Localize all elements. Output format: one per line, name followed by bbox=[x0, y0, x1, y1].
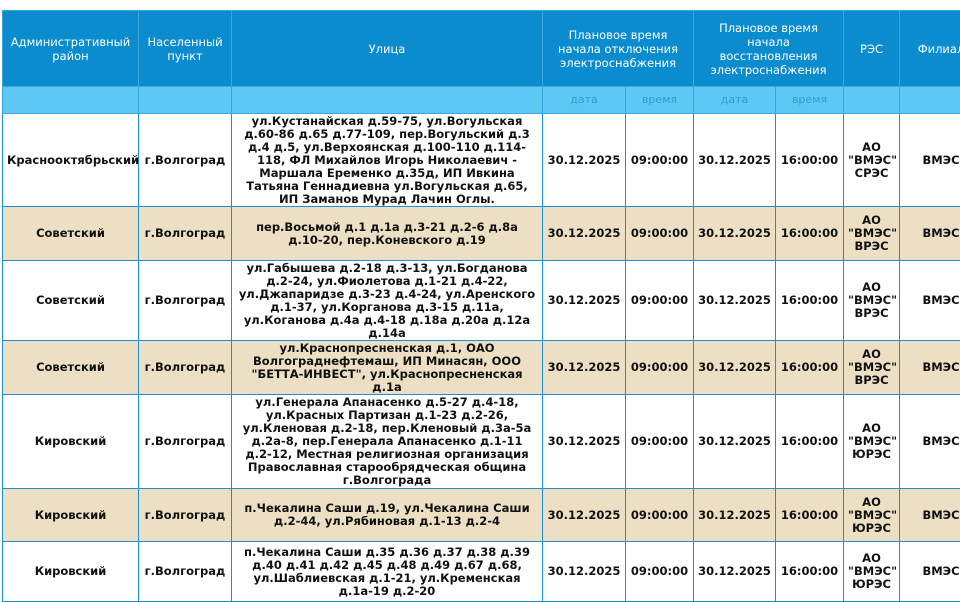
header-branch: Филиал bbox=[900, 11, 960, 87]
street-cell: ул.Краснопресненская д.1, ОАО Волгоградн… bbox=[232, 341, 543, 395]
off-date-cell: 30.12.2025 bbox=[543, 207, 626, 261]
branch-cell: ВМЭС bbox=[900, 489, 960, 542]
locality-cell: г.Волгоград bbox=[139, 395, 232, 489]
locality-cell: г.Волгоград bbox=[139, 114, 232, 207]
res-cell: АО "ВМЭС" ВРЭС bbox=[844, 261, 900, 341]
subheader-empty bbox=[232, 87, 543, 114]
branch-cell: ВМЭС bbox=[900, 114, 960, 207]
subheader-empty bbox=[844, 87, 900, 114]
district-cell: Советский bbox=[3, 341, 139, 395]
res-cell: АО "ВМЭС" ЮРЭС bbox=[844, 542, 900, 602]
header-row: Административный район Населенный пункт … bbox=[3, 11, 960, 87]
subheader-empty bbox=[139, 87, 232, 114]
off-time-cell: 09:00:00 bbox=[626, 114, 694, 207]
on-date-cell: 30.12.2025 bbox=[694, 489, 776, 542]
off-time-cell: 09:00:00 bbox=[626, 489, 694, 542]
header-on-time: Плановое время начала восстановления эле… bbox=[694, 11, 844, 87]
branch-cell: ВМЭС bbox=[900, 261, 960, 341]
res-cell: АО "ВМЭС" СРЭС bbox=[844, 114, 900, 207]
off-time-cell: 09:00:00 bbox=[626, 542, 694, 602]
off-time-cell: 09:00:00 bbox=[626, 341, 694, 395]
header-district: Административный район bbox=[3, 11, 139, 87]
subheader-empty bbox=[900, 87, 960, 114]
street-cell: ул.Генерала Апанасенко д.5-27 д.4-18, ул… bbox=[232, 395, 543, 489]
off-date-cell: 30.12.2025 bbox=[543, 114, 626, 207]
res-cell: АО "ВМЭС" ВРЭС bbox=[844, 341, 900, 395]
header-off-time: Плановое время начала отключения электро… bbox=[543, 11, 694, 87]
on-time-cell: 16:00:00 bbox=[776, 542, 844, 602]
district-cell: Кировский bbox=[3, 489, 139, 542]
outage-table: Административный район Населенный пункт … bbox=[2, 10, 960, 602]
header-street: Улица bbox=[232, 11, 543, 87]
on-time-cell: 16:00:00 bbox=[776, 395, 844, 489]
street-cell: ул.Кустанайская д.59-75, ул.Вогульская д… bbox=[232, 114, 543, 207]
subheader-row: дата время дата время bbox=[3, 87, 960, 114]
off-time-cell: 09:00:00 bbox=[626, 261, 694, 341]
off-date-cell: 30.12.2025 bbox=[543, 341, 626, 395]
res-cell: АО "ВМЭС" ЮРЭС bbox=[844, 395, 900, 489]
branch-cell: ВМЭС bbox=[900, 207, 960, 261]
off-date-cell: 30.12.2025 bbox=[543, 395, 626, 489]
on-date-cell: 30.12.2025 bbox=[694, 341, 776, 395]
subheader-on-time: время bbox=[776, 87, 844, 114]
street-cell: пер.Восьмой д.1 д.1а д.3-21 д.2-6 д.8а д… bbox=[232, 207, 543, 261]
locality-cell: г.Волгоград bbox=[139, 489, 232, 542]
district-cell: Краснооктябрьский bbox=[3, 114, 139, 207]
locality-cell: г.Волгоград bbox=[139, 542, 232, 602]
header-locality: Населенный пункт bbox=[139, 11, 232, 87]
on-date-cell: 30.12.2025 bbox=[694, 542, 776, 602]
subheader-off-date: дата bbox=[543, 87, 626, 114]
res-cell: АО "ВМЭС" ВРЭС bbox=[844, 207, 900, 261]
branch-cell: ВМЭС bbox=[900, 341, 960, 395]
off-date-cell: 30.12.2025 bbox=[543, 489, 626, 542]
street-cell: ул.Габышева д.2-18 д.3-13, ул.Богданова … bbox=[232, 261, 543, 341]
off-date-cell: 30.12.2025 bbox=[543, 542, 626, 602]
on-time-cell: 16:00:00 bbox=[776, 114, 844, 207]
district-cell: Кировский bbox=[3, 395, 139, 489]
subheader-empty bbox=[3, 87, 139, 114]
on-time-cell: 16:00:00 bbox=[776, 207, 844, 261]
on-date-cell: 30.12.2025 bbox=[694, 261, 776, 341]
locality-cell: г.Волгоград bbox=[139, 207, 232, 261]
off-time-cell: 09:00:00 bbox=[626, 395, 694, 489]
branch-cell: ВМЭС bbox=[900, 395, 960, 489]
district-cell: Кировский bbox=[3, 542, 139, 602]
district-cell: Советский bbox=[3, 261, 139, 341]
street-cell: п.Чекалина Саши д.35 д.36 д.37 д.38 д.39… bbox=[232, 542, 543, 602]
on-time-cell: 16:00:00 bbox=[776, 341, 844, 395]
on-time-cell: 16:00:00 bbox=[776, 261, 844, 341]
subheader-on-date: дата bbox=[694, 87, 776, 114]
header-res: РЭС bbox=[844, 11, 900, 87]
off-time-cell: 09:00:00 bbox=[626, 207, 694, 261]
subheader-off-time: время bbox=[626, 87, 694, 114]
locality-cell: г.Волгоград bbox=[139, 261, 232, 341]
district-cell: Советский bbox=[3, 207, 139, 261]
locality-cell: г.Волгоград bbox=[139, 341, 232, 395]
on-date-cell: 30.12.2025 bbox=[694, 395, 776, 489]
on-date-cell: 30.12.2025 bbox=[694, 207, 776, 261]
branch-cell: ВМЭС bbox=[900, 542, 960, 602]
off-date-cell: 30.12.2025 bbox=[543, 261, 626, 341]
res-cell: АО "ВМЭС" ЮРЭС bbox=[844, 489, 900, 542]
street-cell: п.Чекалина Саши д.19, ул.Чекалина Саши д… bbox=[232, 489, 543, 542]
on-time-cell: 16:00:00 bbox=[776, 489, 844, 542]
on-date-cell: 30.12.2025 bbox=[694, 114, 776, 207]
